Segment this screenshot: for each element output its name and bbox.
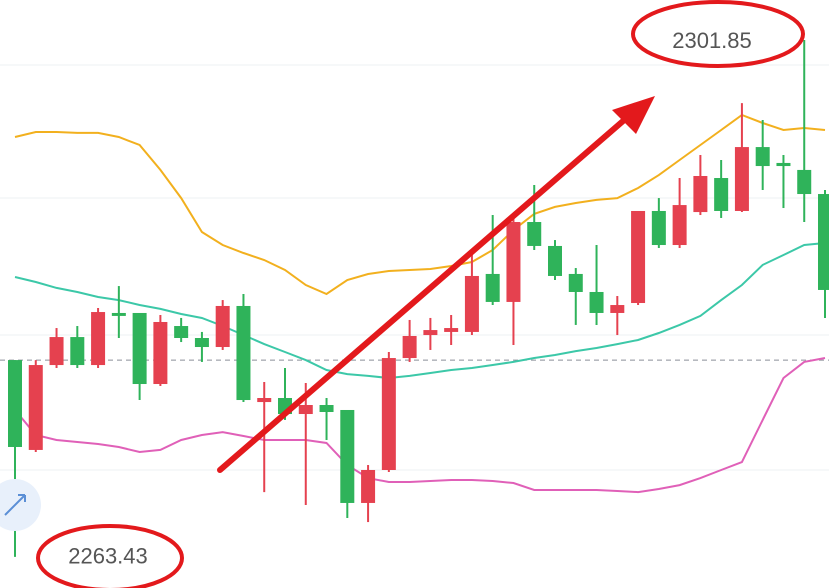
candle-body <box>610 305 625 313</box>
highlight-circle <box>36 524 184 588</box>
candle-body <box>49 337 64 366</box>
candle-body <box>714 178 729 211</box>
candle-body <box>215 305 230 348</box>
candle-body <box>797 169 812 195</box>
candle-body <box>527 222 542 246</box>
candle-body <box>485 273 500 302</box>
candle-body <box>693 175 708 213</box>
candle-body <box>548 245 562 276</box>
tool-icon[interactable] <box>0 479 41 531</box>
candle-body <box>381 358 396 470</box>
candle-body <box>28 365 43 450</box>
candle-body <box>444 328 459 332</box>
candle-body <box>257 398 272 403</box>
band-line <box>14 113 826 296</box>
high-label: 2301.85 <box>672 28 752 53</box>
candle-body <box>340 409 355 503</box>
candle-body <box>734 147 749 211</box>
candles <box>8 39 829 557</box>
annotations: 2301.85 2263.43 <box>0 0 805 588</box>
candle-body <box>423 330 438 336</box>
candle-body <box>194 337 209 348</box>
candle-body <box>818 194 829 290</box>
trend-arrow-shaft <box>217 112 633 473</box>
candle-body <box>236 305 251 401</box>
trend-arrow-head <box>612 96 655 134</box>
candle-body <box>153 321 168 385</box>
candle-body <box>319 405 334 413</box>
candle-body <box>70 337 85 366</box>
candle-body <box>589 291 604 313</box>
background-grid <box>0 64 829 471</box>
low-label: 2263.43 <box>68 544 148 569</box>
candle-body <box>755 147 770 167</box>
candle-body <box>672 205 687 246</box>
candle-body <box>8 360 22 447</box>
candle-body <box>91 312 106 366</box>
candle-body <box>776 162 791 167</box>
candle-body <box>132 312 147 385</box>
candle-body <box>568 273 583 292</box>
candle-body <box>361 469 376 503</box>
candle-body <box>506 222 521 302</box>
tool-icon-glyph <box>4 494 26 516</box>
candle-body <box>298 405 313 415</box>
band-line <box>14 357 826 494</box>
candle-body <box>651 210 666 246</box>
band-line <box>14 242 826 380</box>
candle-body <box>631 210 646 304</box>
candle-body <box>464 275 479 332</box>
candle-body <box>174 326 189 338</box>
candle-body <box>111 312 126 316</box>
candle-body <box>402 335 417 359</box>
highlight-circle <box>631 0 805 68</box>
